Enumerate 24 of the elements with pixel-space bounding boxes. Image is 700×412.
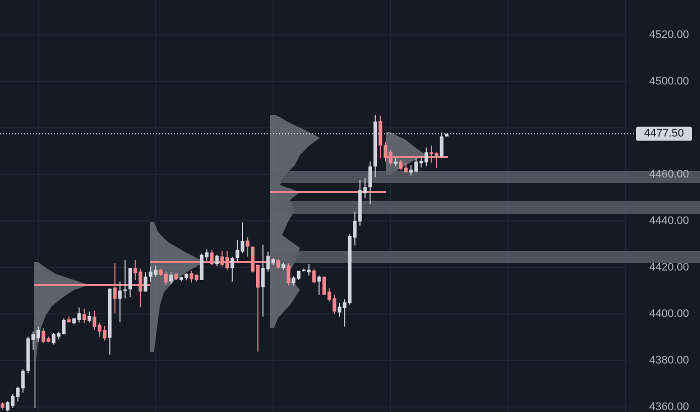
candlestick bbox=[246, 236, 250, 258]
y-tick-label: 4460.00 bbox=[649, 168, 689, 180]
y-tick-label: 4420.00 bbox=[649, 261, 689, 274]
y-tick-label: 4500.00 bbox=[649, 75, 689, 88]
candlestick bbox=[113, 262, 117, 314]
y-tick-label: 4440.00 bbox=[649, 214, 689, 227]
y-tick-label: 4360.00 bbox=[649, 400, 689, 412]
y-tick-label: 4380.00 bbox=[649, 354, 689, 366]
candlestick bbox=[88, 311, 92, 323]
candlestick bbox=[210, 249, 214, 266]
candlestick bbox=[144, 272, 148, 292]
y-tick-label: 4400.00 bbox=[649, 308, 689, 320]
candlestick bbox=[276, 258, 280, 270]
candlestick bbox=[169, 272, 173, 285]
candlestick bbox=[286, 262, 290, 286]
candlestick bbox=[128, 268, 132, 298]
candlestick bbox=[312, 268, 316, 284]
candlestick bbox=[215, 254, 219, 267]
candlestick bbox=[368, 161, 372, 205]
ref-line-label: 4477.50 bbox=[644, 128, 684, 140]
candlestick bbox=[82, 308, 86, 324]
candlestick bbox=[317, 275, 321, 296]
candlestick bbox=[230, 256, 234, 282]
y-tick-label: 4520.00 bbox=[649, 28, 689, 41]
